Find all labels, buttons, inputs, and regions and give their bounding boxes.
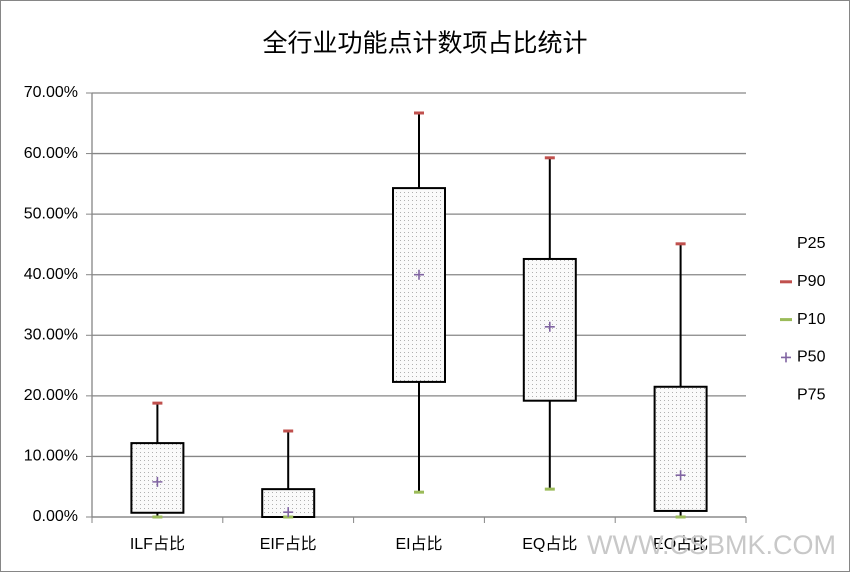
y-tick-label: 30.00%: [24, 327, 78, 344]
whisker-marker: [283, 429, 294, 433]
legend-marker: [780, 318, 792, 322]
box: [392, 187, 446, 383]
legend-label: P90: [797, 273, 826, 290]
box: [522, 257, 577, 402]
median-marker: [283, 507, 294, 518]
legend-marker: [780, 280, 792, 284]
y-tick-label: 70.00%: [24, 84, 78, 101]
legend-label: P25: [797, 235, 826, 252]
legend-label: P75: [797, 386, 826, 403]
whisker-marker: [414, 490, 424, 494]
whisker-marker: [544, 487, 555, 491]
y-tick-label: 40.00%: [24, 266, 78, 283]
median-marker: [152, 476, 163, 487]
x-tick-label: EI占比: [395, 535, 442, 553]
box: [653, 385, 708, 512]
y-tick-label: 0.00%: [33, 508, 78, 525]
whisker-marker: [544, 156, 555, 160]
y-tick-label: 60.00%: [24, 145, 78, 162]
x-tick-label: EIF占比: [260, 535, 317, 553]
whisker-marker: [152, 515, 163, 519]
median-marker: [414, 269, 424, 280]
whisker-marker: [675, 515, 686, 519]
y-tick-label: 50.00%: [24, 205, 78, 222]
legend-label: P10: [797, 311, 826, 328]
x-tick-label: EO占比: [653, 535, 708, 553]
whisker-marker: [675, 242, 686, 246]
chart-title: 全行业功能点计数项占比统计: [262, 30, 587, 58]
y-tick-label: 10.00%: [24, 448, 78, 465]
whisker-marker: [152, 401, 163, 405]
median-marker: [675, 470, 686, 481]
x-tick-label: ILF占比: [130, 535, 185, 553]
x-tick-label: EQ占比: [522, 535, 577, 553]
watermark: WWW.CSBMK.COM: [587, 530, 836, 560]
legend-marker: [781, 352, 791, 363]
whisker-marker: [414, 111, 424, 115]
y-tick-label: 20.00%: [24, 387, 78, 404]
legend-label: P50: [797, 349, 826, 366]
median-marker: [544, 321, 555, 332]
